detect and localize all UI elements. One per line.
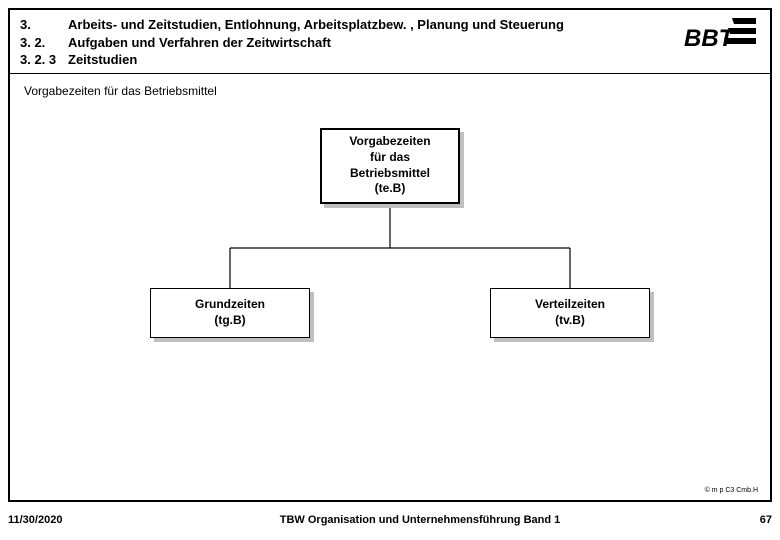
node-text: Verteilzeiten	[535, 297, 605, 313]
node-text: (tv.B)	[555, 313, 585, 329]
outline-numbers: 3. 3. 2. 3. 2. 3	[20, 16, 68, 69]
slide-header: 3. 3. 2. 3. 2. 3 Arbeits- und Zeitstudie…	[10, 10, 770, 74]
diagram-node-right: Verteilzeiten(tv.B)	[490, 288, 650, 338]
node-text: (te.B)	[375, 181, 406, 197]
node-text: Betriebsmittel	[350, 166, 430, 182]
node-text: Vorgabezeiten	[349, 134, 430, 150]
outline-title: Aufgaben und Verfahren der Zeitwirtschaf…	[68, 34, 680, 52]
footer-page: 67	[712, 514, 772, 526]
footer-title: TBW Organisation und Unternehmensführung…	[128, 514, 712, 526]
bbt-logo: BBT	[680, 16, 760, 69]
slide-frame: 3. 3. 2. 3. 2. 3 Arbeits- und Zeitstudie…	[8, 8, 772, 502]
outline-number: 3. 2.	[20, 34, 68, 52]
node-text: Grundzeiten	[195, 297, 265, 313]
tree-diagram: Vorgabezeitenfür dasBetriebsmittel(te.B)…	[10, 98, 770, 398]
outline-number: 3.	[20, 16, 68, 34]
footer-date: 11/30/2020	[8, 514, 128, 526]
diagram-node-left: Grundzeiten(tg.B)	[150, 288, 310, 338]
copyright-text: © m p C3 Cmb.H	[705, 487, 758, 494]
slide-footer: 11/30/2020 TBW Organisation und Unterneh…	[8, 508, 772, 532]
outline-title: Zeitstudien	[68, 51, 680, 69]
diagram-node-root: Vorgabezeitenfür dasBetriebsmittel(te.B)	[320, 128, 460, 204]
outline-number: 3. 2. 3	[20, 51, 68, 69]
logo-text: BBT	[684, 25, 736, 52]
node-text: (tg.B)	[214, 313, 245, 329]
slide-subtitle: Vorgabezeiten für das Betriebsmittel	[10, 74, 770, 98]
outline-title: Arbeits- und Zeitstudien, Entlohnung, Ar…	[68, 16, 680, 34]
outline-titles: Arbeits- und Zeitstudien, Entlohnung, Ar…	[68, 16, 680, 69]
node-text: für das	[370, 150, 410, 166]
